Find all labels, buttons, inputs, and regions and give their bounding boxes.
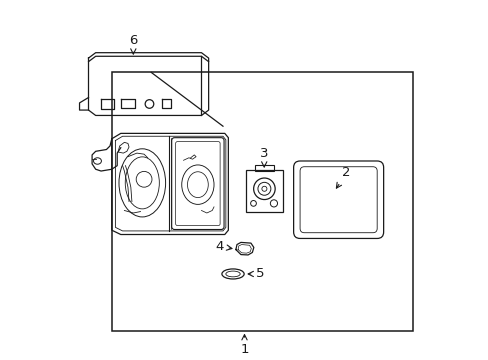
- Text: 4: 4: [215, 240, 231, 253]
- Text: 5: 5: [247, 267, 264, 280]
- Text: 3: 3: [260, 147, 268, 167]
- Text: 1: 1: [240, 335, 248, 356]
- Text: 2: 2: [336, 166, 350, 188]
- Text: 6: 6: [129, 33, 137, 54]
- Bar: [255, 165, 273, 171]
- Bar: [112, 72, 412, 330]
